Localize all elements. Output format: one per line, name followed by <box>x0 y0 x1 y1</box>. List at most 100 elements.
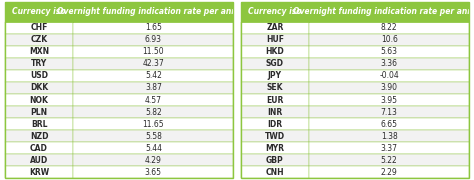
Text: Overnight funding indication rate per annum: Overnight funding indication rate per an… <box>293 7 474 16</box>
Text: 6.93: 6.93 <box>145 35 162 44</box>
Bar <box>5 154 73 166</box>
Text: 1.38: 1.38 <box>381 132 398 141</box>
Text: 5.44: 5.44 <box>145 144 162 153</box>
Bar <box>5 70 73 82</box>
Bar <box>309 118 469 130</box>
Bar <box>73 34 233 46</box>
Text: EUR: EUR <box>266 96 283 105</box>
Bar <box>240 94 309 106</box>
Bar <box>309 94 469 106</box>
Bar <box>73 130 233 142</box>
Bar <box>309 22 469 34</box>
Bar <box>5 34 73 46</box>
Bar <box>73 94 233 106</box>
Bar <box>73 166 233 178</box>
Bar <box>240 58 309 70</box>
Text: GBP: GBP <box>266 156 284 165</box>
Bar <box>5 142 73 154</box>
Text: 5.42: 5.42 <box>145 71 162 80</box>
Text: -0.04: -0.04 <box>379 71 399 80</box>
Text: 1.65: 1.65 <box>145 23 162 32</box>
Bar <box>240 34 309 46</box>
Bar <box>240 82 309 94</box>
Bar <box>309 58 469 70</box>
Bar <box>5 22 73 34</box>
Bar <box>240 154 309 166</box>
Bar <box>309 46 469 58</box>
Bar <box>309 166 469 178</box>
Bar <box>73 82 233 94</box>
Text: Overnight funding indication rate per annum: Overnight funding indication rate per an… <box>57 7 250 16</box>
Text: CHF: CHF <box>30 23 48 32</box>
Bar <box>5 118 73 130</box>
Text: Currency iso: Currency iso <box>12 7 66 16</box>
Text: 2.29: 2.29 <box>381 168 398 177</box>
Text: MXN: MXN <box>29 47 49 56</box>
Text: CZK: CZK <box>30 35 47 44</box>
Bar <box>5 46 73 58</box>
Bar <box>73 2 233 22</box>
Bar <box>240 70 309 82</box>
Text: 3.90: 3.90 <box>381 84 398 93</box>
Text: USD: USD <box>30 71 48 80</box>
Bar <box>309 70 469 82</box>
Bar <box>240 46 309 58</box>
Text: HKD: HKD <box>265 47 284 56</box>
Text: 5.82: 5.82 <box>145 108 162 117</box>
Bar <box>5 166 73 178</box>
Bar <box>240 118 309 130</box>
Text: CAD: CAD <box>30 144 48 153</box>
Bar <box>240 2 309 22</box>
Text: 3.65: 3.65 <box>145 168 162 177</box>
Bar <box>240 130 309 142</box>
Text: 3.87: 3.87 <box>145 84 162 93</box>
Text: 3.37: 3.37 <box>381 144 398 153</box>
Bar <box>5 106 73 118</box>
Text: 11.65: 11.65 <box>143 120 164 129</box>
Bar <box>240 142 309 154</box>
Bar <box>309 82 469 94</box>
Bar <box>240 166 309 178</box>
Bar <box>5 130 73 142</box>
Text: CNH: CNH <box>265 168 284 177</box>
Bar <box>5 2 73 22</box>
Text: 5.22: 5.22 <box>381 156 398 165</box>
Bar <box>73 58 233 70</box>
Text: SEK: SEK <box>266 84 283 93</box>
Text: 5.63: 5.63 <box>381 47 398 56</box>
Text: 5.58: 5.58 <box>145 132 162 141</box>
Bar <box>309 154 469 166</box>
Text: 4.29: 4.29 <box>145 156 162 165</box>
Text: ZAR: ZAR <box>266 23 283 32</box>
Bar <box>5 82 73 94</box>
Text: 4.57: 4.57 <box>145 96 162 105</box>
Text: 3.36: 3.36 <box>381 59 398 68</box>
Text: JPY: JPY <box>268 71 282 80</box>
Text: NOK: NOK <box>29 96 48 105</box>
Text: IDR: IDR <box>267 120 283 129</box>
Text: MYR: MYR <box>265 144 284 153</box>
Text: AUD: AUD <box>30 156 48 165</box>
Text: 11.50: 11.50 <box>143 47 164 56</box>
Text: 6.65: 6.65 <box>381 120 398 129</box>
Bar <box>73 22 233 34</box>
Text: SGD: SGD <box>266 59 284 68</box>
Text: HUF: HUF <box>266 35 284 44</box>
Text: 7.13: 7.13 <box>381 108 398 117</box>
Bar <box>73 154 233 166</box>
Text: 42.37: 42.37 <box>143 59 164 68</box>
Text: TWD: TWD <box>265 132 285 141</box>
Text: INR: INR <box>267 108 283 117</box>
Bar <box>5 58 73 70</box>
Bar <box>73 142 233 154</box>
Bar <box>73 106 233 118</box>
Bar <box>309 106 469 118</box>
Bar <box>240 106 309 118</box>
Bar <box>309 130 469 142</box>
Bar <box>309 34 469 46</box>
Bar <box>240 22 309 34</box>
Bar <box>5 94 73 106</box>
Text: KRW: KRW <box>29 168 49 177</box>
Bar <box>309 142 469 154</box>
Text: BRL: BRL <box>31 120 47 129</box>
